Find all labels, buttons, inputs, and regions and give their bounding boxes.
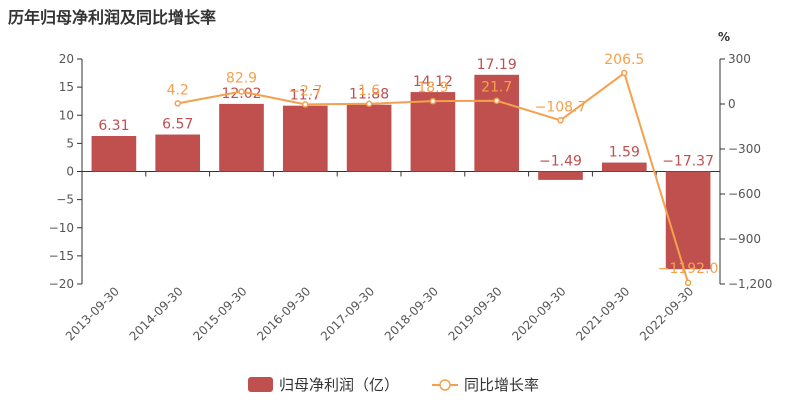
growth-point[interactable] (557, 117, 564, 124)
x-tick-label: 2022-09-30 (637, 284, 696, 343)
legend-line-label: 同比增长率 (464, 376, 539, 394)
growth-value-label: −108.7 (535, 99, 587, 115)
x-tick-label: 2017-09-30 (318, 284, 377, 343)
chart-title: 历年归母净利润及同比增长率 (8, 8, 217, 27)
y-right-tick-label: −300 (728, 142, 761, 156)
growth-value-label: 18.9 (417, 80, 448, 96)
bar-labels-layer: 6.316.5712.0211.711.8814.1217.19−1.491.5… (98, 57, 714, 170)
bar-value-label: 6.31 (98, 118, 129, 134)
bar[interactable] (282, 105, 328, 172)
x-tick-label: 2015-09-30 (190, 284, 249, 343)
line-labels-layer: 4.2 82.9 −2.7 1.6 18.9 21.7 −108.7 206.5 −1192.0 (167, 52, 719, 277)
bar-value-label: 1.59 (609, 145, 640, 161)
legend-bar-swatch (248, 377, 273, 392)
growth-value-label: 206.5 (604, 52, 644, 68)
bar-value-label: 11.7 (290, 88, 321, 104)
bar-value-label: 11.88 (349, 87, 389, 103)
growth-point[interactable] (174, 100, 181, 107)
y-left-tick-label: 0 (66, 165, 74, 179)
line-layer (174, 69, 692, 287)
bar-value-label: −17.37 (662, 154, 714, 170)
y-left-tick-label: 10 (59, 108, 74, 122)
legend-line-marker (439, 379, 451, 391)
bar-value-label: 17.19 (477, 57, 517, 73)
bar[interactable] (219, 103, 264, 172)
bar[interactable] (474, 74, 520, 172)
bar[interactable] (346, 104, 392, 172)
growth-point[interactable] (365, 100, 373, 108)
growth-value-label: 21.7 (481, 80, 512, 96)
x-tick-label: 2021-09-30 (573, 284, 632, 343)
growth-value-label: −1192.0 (658, 261, 719, 277)
x-tick-label: 2013-09-30 (63, 284, 122, 343)
growth-point[interactable] (302, 101, 309, 108)
x-tick-label: 2016-09-30 (254, 284, 313, 343)
y-right-tick-label: −1,200 (728, 277, 772, 291)
y-left-tick-label: −20 (49, 277, 74, 291)
legend[interactable]: 归母净利润（亿） 同比增长率 (248, 376, 539, 394)
y-left-tick-label: −10 (49, 221, 74, 235)
bar[interactable] (538, 171, 583, 180)
growth-point[interactable] (238, 88, 245, 95)
growth-point[interactable] (429, 97, 437, 105)
y-left-tick-label: −15 (49, 249, 74, 263)
x-tick-label: 2019-09-30 (446, 284, 505, 343)
y-right-tick-label: −600 (728, 187, 761, 201)
growth-value-label: 1.6 (358, 83, 380, 99)
bar[interactable] (155, 134, 201, 172)
bar[interactable] (601, 162, 647, 172)
legend-bar-label: 归母净利润（亿） (279, 376, 399, 394)
bar[interactable] (410, 92, 456, 172)
x-tick-label: 2018-09-30 (382, 284, 441, 343)
bar-value-label: −1.49 (539, 154, 582, 170)
bar[interactable] (91, 136, 137, 172)
y-right-tick-label: −900 (728, 232, 761, 246)
x-tick-label: 2020-09-30 (509, 284, 568, 343)
y-right-unit-label: % (718, 30, 730, 44)
growth-point[interactable] (493, 97, 500, 104)
y-right-tick-label: 300 (728, 52, 751, 66)
growth-value-label: 4.2 (167, 82, 189, 98)
y-right-tick-label: 0 (728, 97, 736, 111)
growth-value-label: −2.7 (288, 83, 322, 99)
bar-value-label: 6.57 (162, 117, 193, 133)
growth-point[interactable] (621, 69, 628, 77)
y-left-tick-label: 20 (59, 52, 74, 66)
y-left-tick-label: 15 (59, 80, 74, 94)
growth-value-label: 82.9 (226, 71, 257, 87)
bar[interactable] (665, 171, 711, 270)
x-tick-labels-layer: 2013-09-30 2014-09-30 2015-09-30 2016-09-30… (63, 284, 696, 343)
growth-point[interactable] (684, 279, 692, 287)
bar-value-label: 14.12 (413, 74, 453, 90)
y-left-tick-label: 5 (66, 136, 74, 150)
x-tick-label: 2014-09-30 (127, 284, 186, 343)
bars-layer (91, 74, 711, 270)
y-left-tick-label: −5 (56, 193, 74, 207)
